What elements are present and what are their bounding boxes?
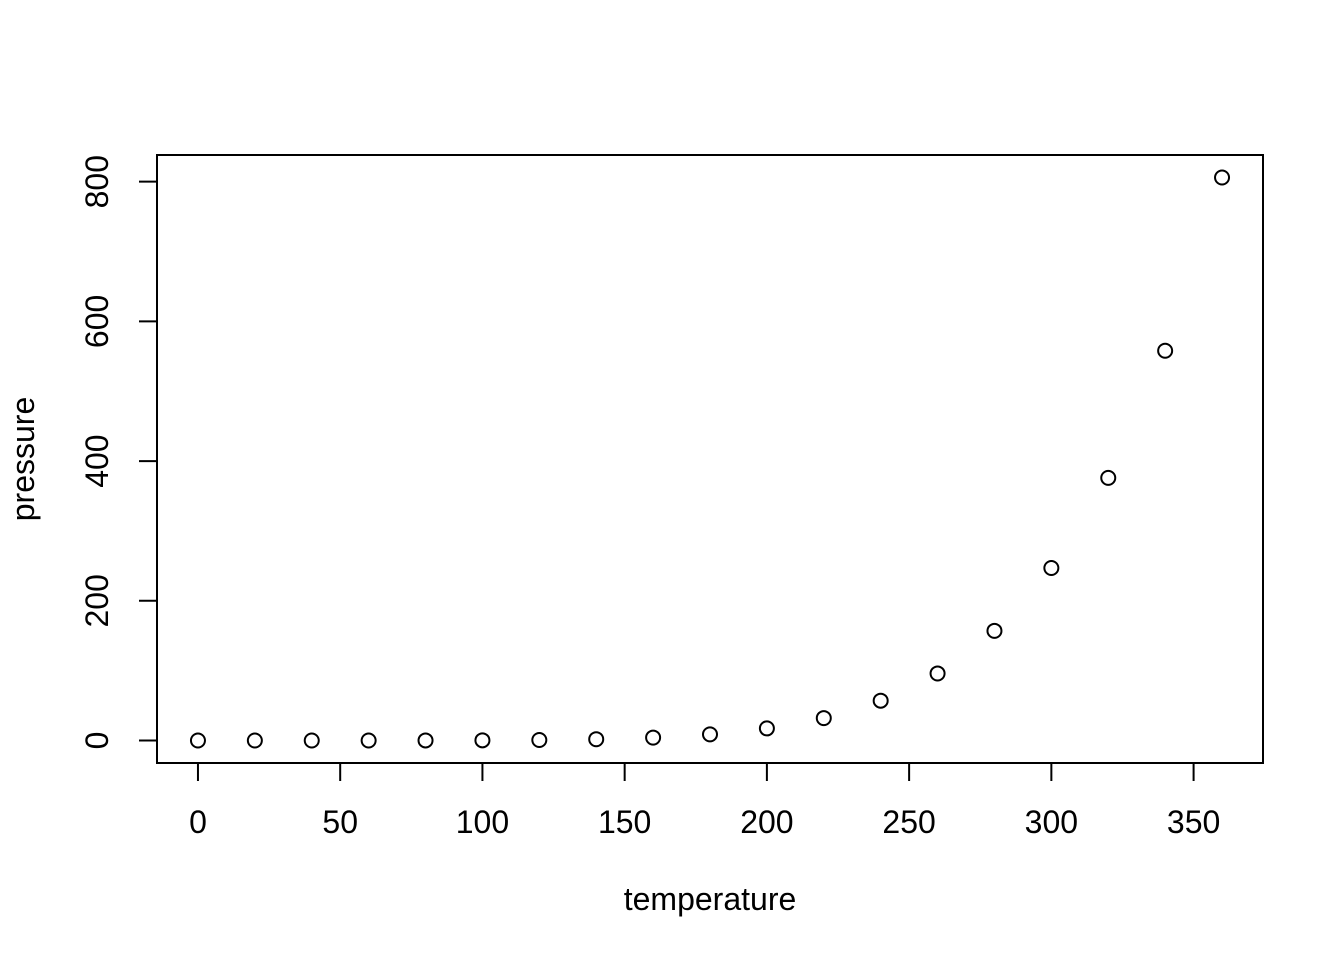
data-point — [1043, 559, 1060, 576]
x-tick-label: 0 — [189, 804, 207, 840]
x-tick-label: 100 — [456, 804, 509, 840]
data-point — [474, 732, 491, 749]
x-tick-label: 300 — [1025, 804, 1078, 840]
data-point — [645, 729, 662, 746]
data-point — [758, 720, 775, 737]
x-tick-label: 200 — [740, 804, 793, 840]
y-tick-label: 400 — [79, 434, 115, 487]
data-point — [1214, 169, 1231, 186]
data-point — [872, 692, 889, 709]
y-tick-label: 800 — [79, 155, 115, 208]
axis-tick-labels: 0 50 100 150 200 250 300 350 0 200 400 600 800 — [79, 155, 1220, 840]
y-tick-label: 0 — [79, 732, 115, 750]
data-point — [702, 726, 718, 743]
data-point — [1157, 342, 1174, 359]
data-point — [189, 732, 206, 749]
x-axis-title: temperature — [624, 881, 797, 917]
data-point — [360, 732, 377, 749]
y-axis-title: pressure — [5, 397, 41, 522]
x-tick-label: 150 — [598, 804, 651, 840]
data-point — [1100, 469, 1117, 486]
data-point — [531, 731, 548, 748]
data-point — [588, 731, 605, 748]
axis-ticks — [139, 180, 1195, 781]
data-point — [417, 732, 434, 749]
data-point — [246, 732, 263, 749]
data-point — [815, 710, 832, 727]
plot-border — [156, 154, 1264, 764]
data-point — [986, 622, 1003, 639]
x-tick-label: 350 — [1167, 804, 1220, 840]
data-point — [929, 665, 946, 682]
data-points — [189, 169, 1231, 749]
y-tick-label: 200 — [79, 574, 115, 627]
x-tick-label: 50 — [322, 804, 358, 840]
y-tick-label: 600 — [79, 295, 115, 348]
x-tick-label: 250 — [882, 804, 935, 840]
data-point — [303, 732, 320, 749]
